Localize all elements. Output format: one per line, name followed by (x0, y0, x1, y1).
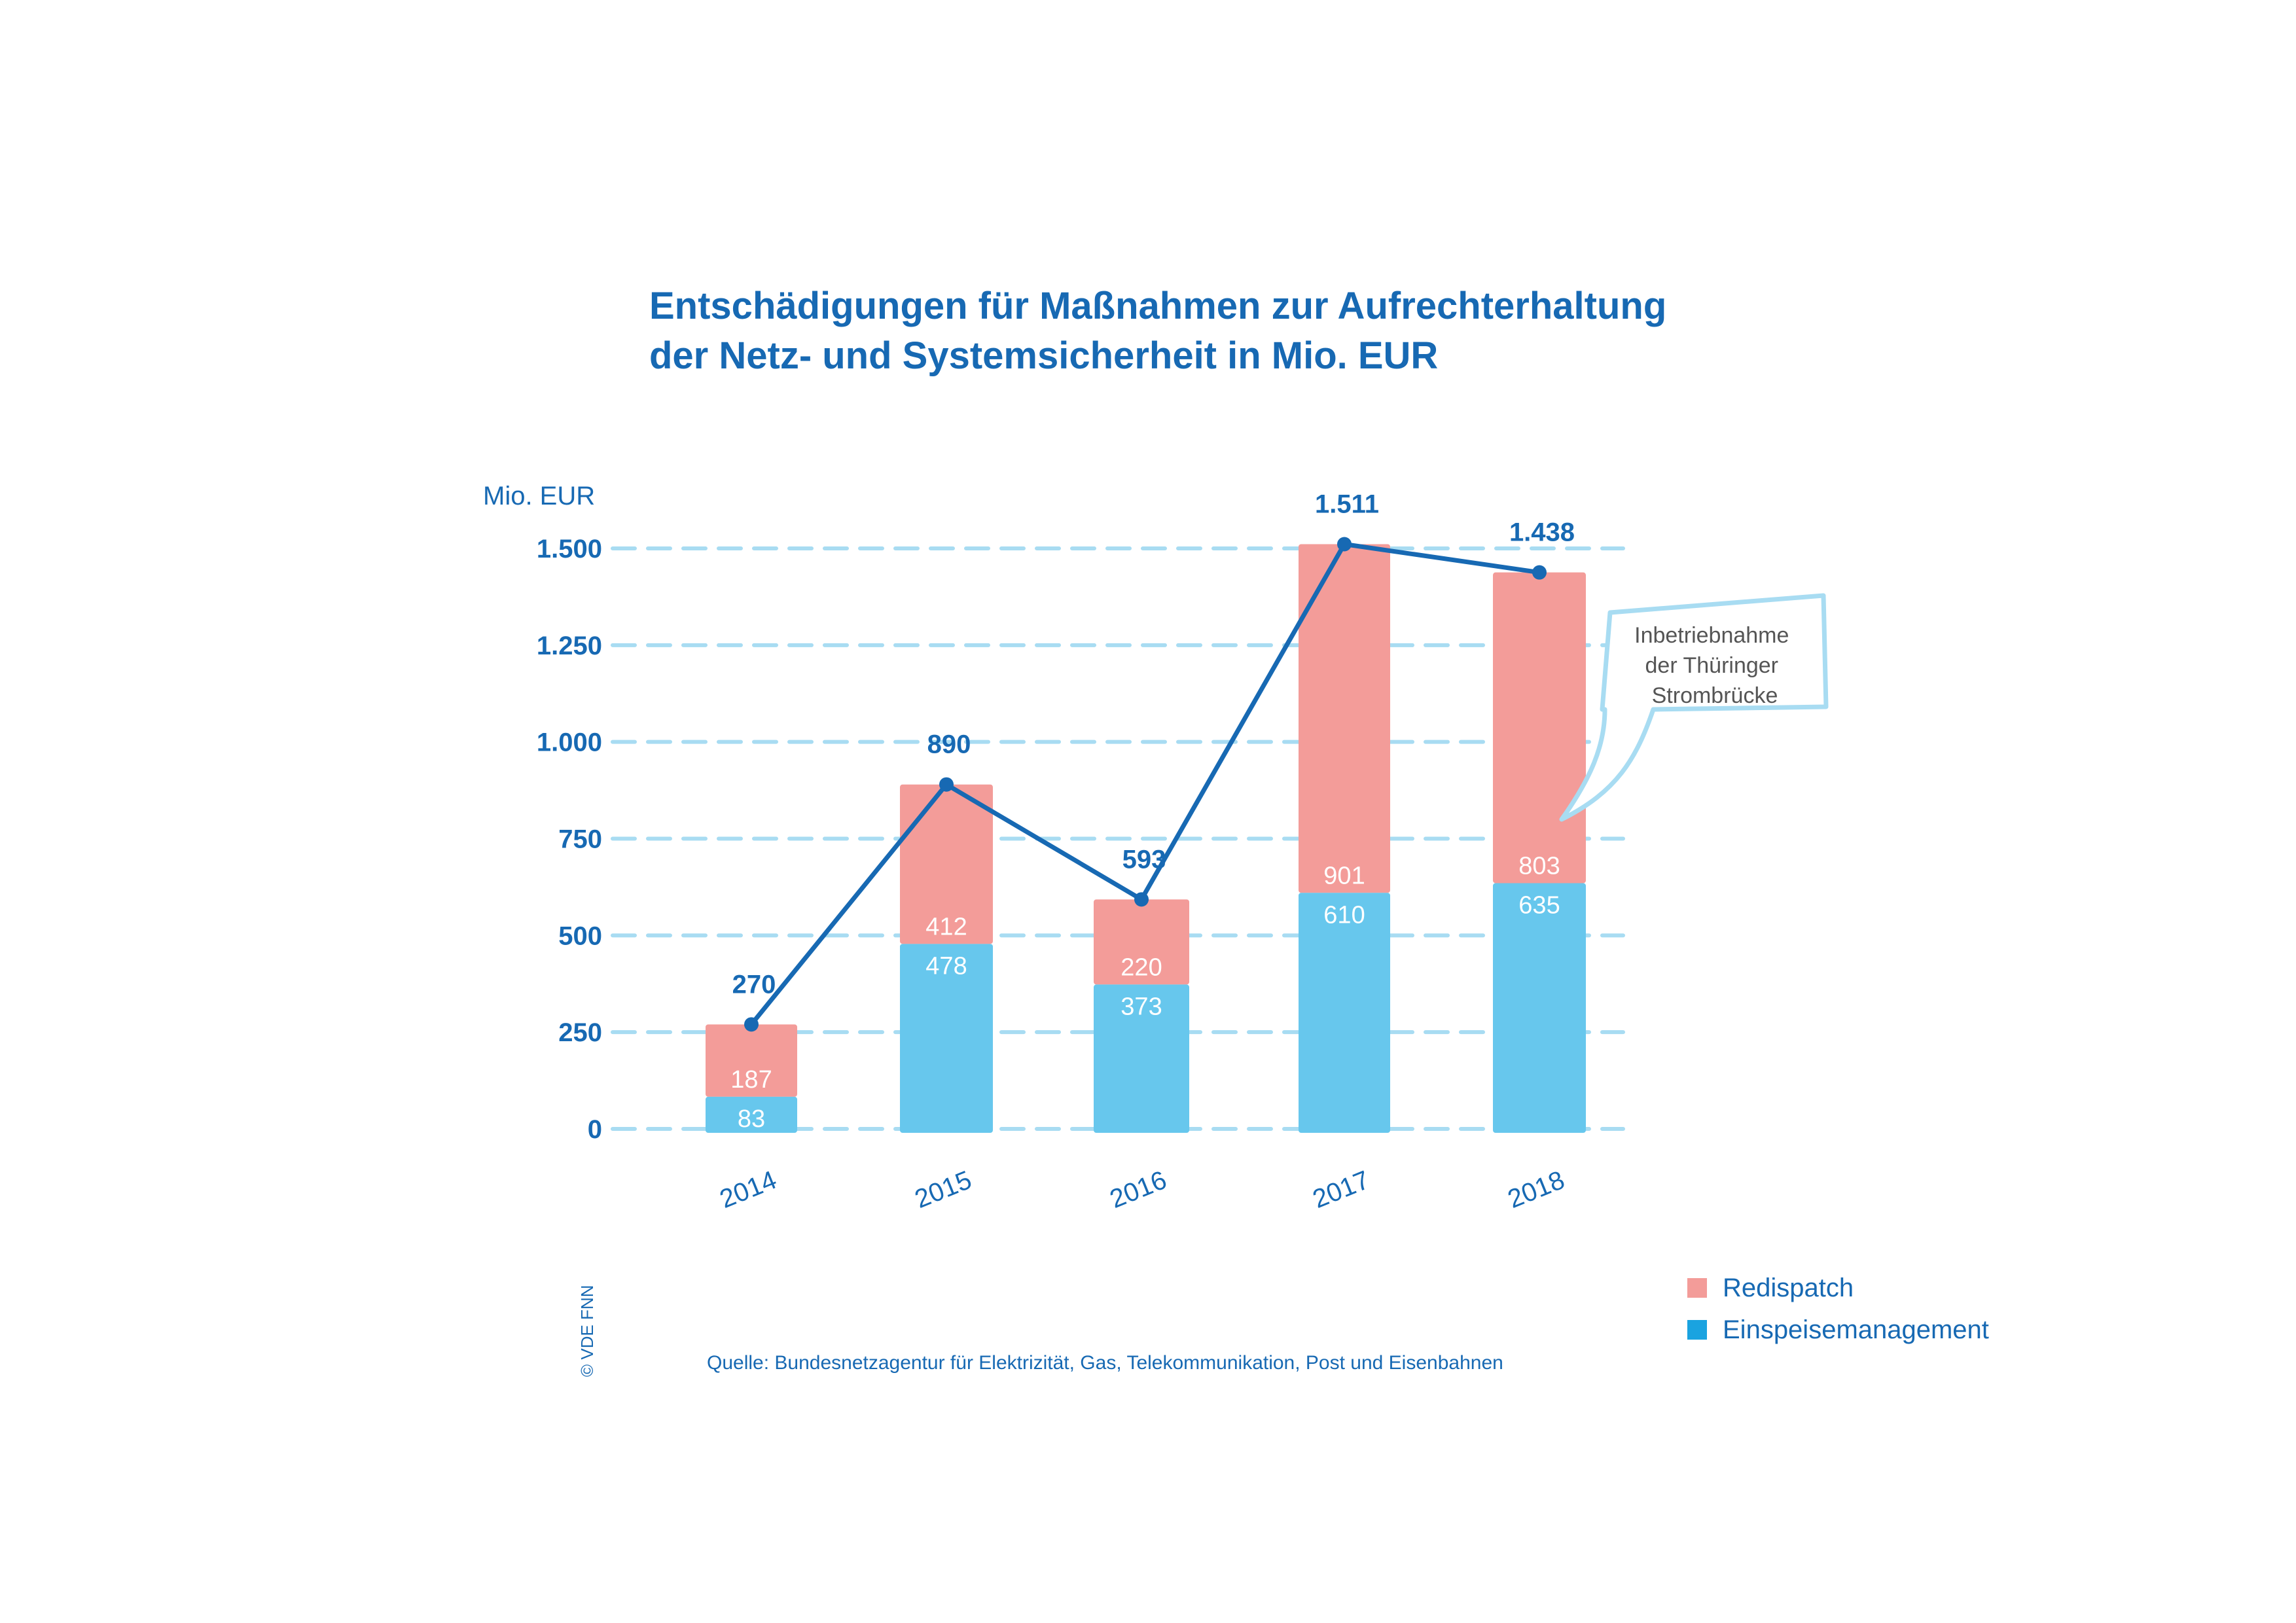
x-tick-label: 2017 (1309, 1166, 1374, 1214)
total-data-label: 270 (732, 970, 776, 999)
source-note: Quelle: Bundesnetzagentur für Elektrizit… (707, 1352, 1503, 1374)
legend-item-einspeisemanagement: Einspeisemanagement (1687, 1309, 1989, 1351)
legend-item-redispatch: Redispatch (1687, 1267, 1989, 1309)
data-label-einspeisemanagement: 373 (1121, 993, 1162, 1020)
total-line-point (744, 1017, 759, 1032)
data-label-einspeisemanagement: 83 (738, 1105, 765, 1133)
data-label-redispatch: 187 (730, 1066, 772, 1094)
bar-einspeisemanagement (1299, 893, 1390, 1133)
bar-einspeisemanagement (900, 944, 993, 1133)
y-axis-unit-label: Mio. EUR (483, 482, 596, 510)
y-tick-label: 500 (558, 921, 602, 950)
chart-title-line-1: Entschädigungen für Maßnahmen zur Aufrec… (649, 285, 1667, 327)
y-axis-ticks: 0 250 500 750 1.000 1.250 1.500 (537, 535, 602, 1144)
chart-title-line-2: der Netz- und Systemsicherheit in Mio. E… (649, 334, 1439, 377)
x-tick-label: 2016 (1106, 1166, 1171, 1214)
total-data-label: 890 (927, 730, 971, 759)
y-tick-label: 1.000 (537, 728, 602, 757)
data-label-redispatch: 803 (1518, 853, 1560, 880)
bar-redispatch (1299, 544, 1390, 893)
y-tick-label: 0 (588, 1115, 602, 1144)
callout-line-3: Strombrücke (1652, 683, 1778, 708)
annotation-callout: Inbetriebnahme der Thüringer Strombrücke (1559, 593, 1829, 822)
callout-bubble (1559, 593, 1829, 822)
total-line-point (939, 777, 954, 792)
y-tick-label: 750 (558, 825, 602, 854)
bar-einspeisemanagement (706, 1096, 797, 1133)
x-axis-ticks: 2014 2015 2016 2017 2018 (716, 1166, 1569, 1214)
data-label-redispatch: 220 (1121, 954, 1162, 981)
copyright-note: © VDE FNN (577, 1285, 597, 1378)
y-tick-label: 250 (558, 1018, 602, 1047)
legend-label-redispatch: Redispatch (1723, 1273, 1854, 1302)
chart-title: Entschädigungen für Maßnahmen zur Aufrec… (649, 281, 1666, 381)
legend: Redispatch Einspeisemanagement (1687, 1267, 1989, 1351)
total-line: 270 890 593 1.511 1.438 (732, 490, 1575, 1032)
bar-redispatch (900, 784, 993, 944)
x-tick-label: 2014 (716, 1166, 781, 1214)
legend-swatch-redispatch (1687, 1278, 1707, 1298)
legend-label-einspeisemanagement: Einspeisemanagement (1723, 1315, 1989, 1344)
data-label-einspeisemanagement: 610 (1323, 901, 1365, 929)
total-line-point (1134, 892, 1149, 907)
data-label-einspeisemanagement: 635 (1518, 892, 1560, 919)
callout-line-1: Inbetriebnahme (1634, 623, 1789, 648)
data-label-einspeisemanagement: 478 (925, 952, 967, 980)
data-label-redispatch: 412 (925, 913, 967, 940)
total-line-point (1532, 565, 1547, 580)
bar-redispatch (1094, 899, 1189, 985)
x-tick-label: 2018 (1504, 1166, 1569, 1214)
callout-line-2: der Thüringer (1645, 653, 1779, 678)
total-data-label: 1.511 (1315, 490, 1379, 518)
svg-text:Inbetriebnahme der Thüri: Inbetriebnahme der Thüringer Strombrücke (1634, 623, 1795, 708)
stacked-bars: 187 83 412 478 220 373 901 610 803 635 (706, 544, 1586, 1133)
x-tick-label: 2015 (911, 1166, 976, 1214)
legend-swatch-einspeisemanagement (1687, 1320, 1707, 1340)
total-data-label: 593 (1122, 845, 1166, 874)
bar-redispatch (706, 1024, 797, 1097)
y-tick-label: 1.500 (537, 535, 602, 563)
total-data-label: 1.438 (1509, 518, 1575, 547)
bar-einspeisemanagement (1493, 883, 1586, 1133)
bar-redispatch (1493, 572, 1586, 883)
data-label-redispatch: 901 (1323, 862, 1365, 889)
y-tick-label: 1.250 (537, 632, 602, 660)
total-line-point (1337, 537, 1352, 552)
bar-einspeisemanagement (1094, 984, 1189, 1133)
